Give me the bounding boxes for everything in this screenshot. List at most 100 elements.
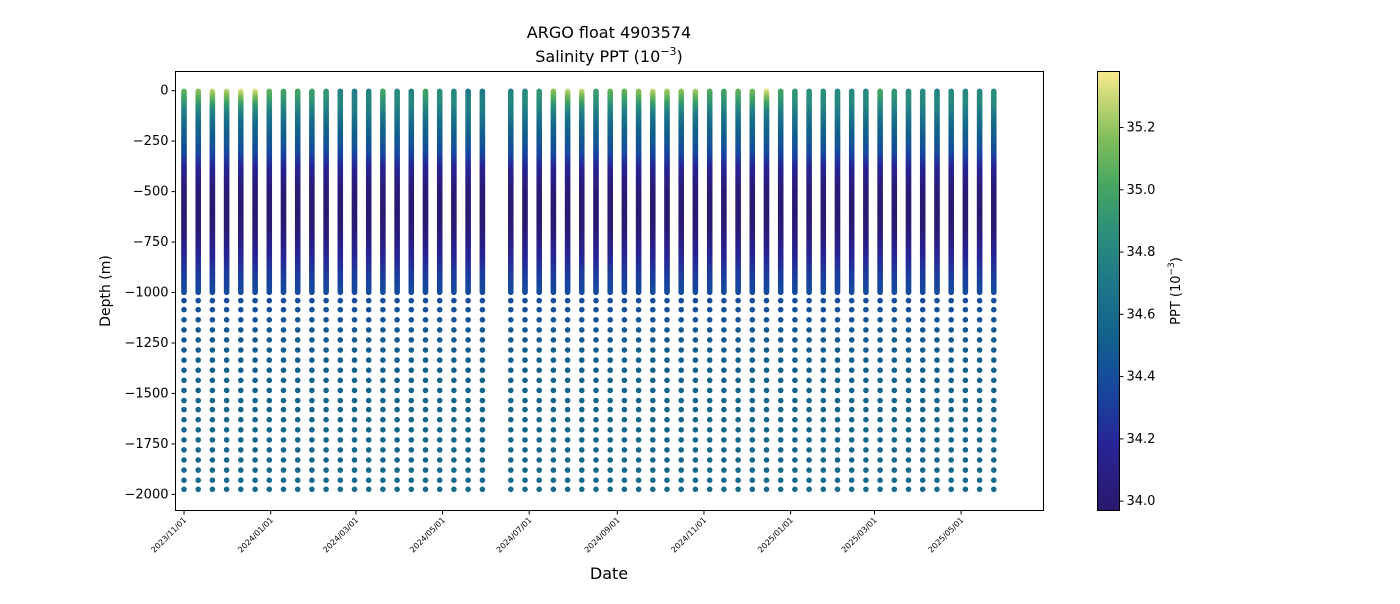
data-point <box>479 477 486 484</box>
data-point <box>266 337 273 343</box>
data-point <box>181 317 187 323</box>
data-point <box>479 447 486 453</box>
data-point <box>380 387 386 394</box>
profile-column <box>564 88 571 493</box>
data-point <box>337 397 344 404</box>
data-point <box>508 437 514 443</box>
data-point <box>223 337 230 343</box>
data-point <box>479 306 486 313</box>
data-point <box>522 377 528 384</box>
data-point <box>181 416 187 423</box>
profile-column <box>550 88 557 493</box>
data-point <box>408 306 415 313</box>
data-point <box>266 306 273 313</box>
data-point <box>280 306 287 313</box>
data-point <box>508 447 514 453</box>
data-point <box>223 416 230 423</box>
data-point <box>266 377 273 384</box>
data-point <box>252 357 258 363</box>
data-point <box>479 467 486 473</box>
data-point <box>238 406 244 413</box>
data-point <box>323 337 329 343</box>
data-point <box>195 467 201 473</box>
data-point <box>422 289 429 296</box>
data-point <box>351 427 358 433</box>
data-point <box>408 457 415 463</box>
data-point <box>394 416 400 423</box>
data-point <box>223 327 230 333</box>
data-point <box>252 297 258 304</box>
data-point <box>252 447 258 453</box>
plot-area <box>181 88 997 493</box>
data-point <box>451 457 457 463</box>
data-point <box>223 387 230 394</box>
data-point <box>408 437 415 443</box>
data-point <box>337 377 344 384</box>
profile-column <box>294 88 301 493</box>
data-point <box>465 437 471 443</box>
data-point <box>422 397 429 404</box>
data-point <box>436 357 443 363</box>
data-point <box>238 397 244 404</box>
data-point <box>223 457 230 463</box>
data-point <box>522 306 528 313</box>
data-point <box>223 297 230 304</box>
data-point <box>238 437 244 443</box>
profile-column <box>380 88 386 493</box>
data-point <box>436 347 443 353</box>
data-point <box>479 457 486 463</box>
data-point <box>422 486 429 493</box>
data-point <box>408 357 415 363</box>
profile-column <box>408 88 415 493</box>
data-point <box>465 416 471 423</box>
data-point <box>280 387 287 394</box>
data-point <box>351 457 358 463</box>
data-point <box>195 357 201 363</box>
data-point <box>309 306 315 313</box>
data-point <box>408 317 415 323</box>
data-point <box>380 337 386 343</box>
data-point <box>422 447 429 453</box>
data-point <box>223 289 230 296</box>
profile-column <box>536 88 542 493</box>
data-point <box>508 337 514 343</box>
data-point <box>337 367 344 374</box>
data-point <box>522 347 528 353</box>
data-point <box>380 357 386 363</box>
data-point <box>422 437 429 443</box>
data-point <box>323 357 329 363</box>
data-point <box>479 416 486 423</box>
data-point <box>394 406 400 413</box>
data-point <box>209 406 216 413</box>
profile-column <box>280 88 287 493</box>
data-point <box>508 367 514 374</box>
data-point <box>209 447 216 453</box>
data-point <box>337 437 344 443</box>
data-point <box>280 486 287 493</box>
data-point <box>195 377 201 384</box>
data-point <box>323 457 329 463</box>
data-point <box>351 477 358 484</box>
data-point <box>408 347 415 353</box>
data-point <box>394 297 400 304</box>
data-point <box>536 437 542 443</box>
data-point <box>422 306 429 313</box>
data-point <box>550 397 557 404</box>
data-point <box>465 289 471 296</box>
data-point <box>522 486 528 493</box>
data-point <box>252 467 258 473</box>
data-point <box>209 437 216 443</box>
data-point <box>465 357 471 363</box>
data-point <box>422 327 429 333</box>
data-point <box>550 306 557 313</box>
data-point <box>337 477 344 484</box>
data-point <box>351 357 358 363</box>
data-point <box>380 406 386 413</box>
data-point <box>195 437 201 443</box>
data-point <box>536 327 542 333</box>
data-point <box>323 427 329 433</box>
data-point <box>309 437 315 443</box>
data-point <box>266 327 273 333</box>
data-point <box>351 289 358 296</box>
